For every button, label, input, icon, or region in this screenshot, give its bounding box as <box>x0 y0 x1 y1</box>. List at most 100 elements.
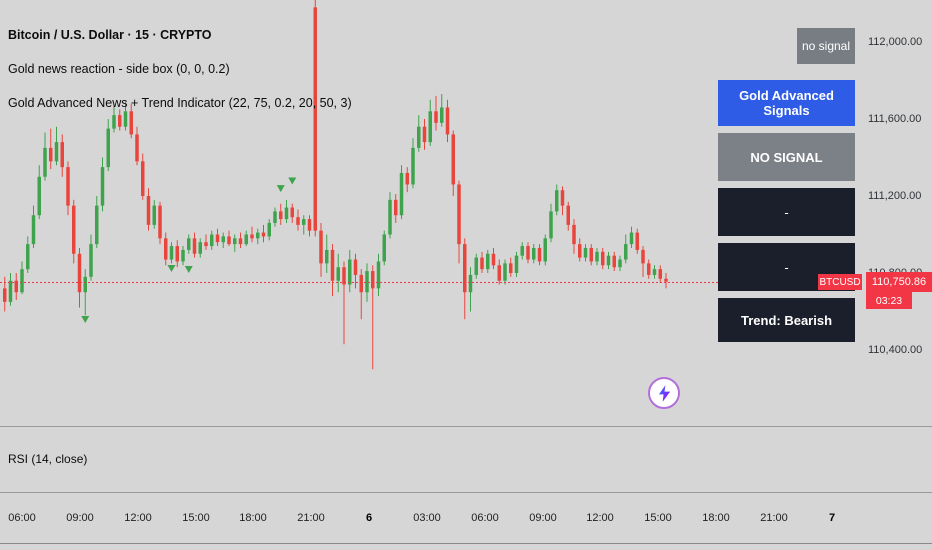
candle-body <box>618 259 622 268</box>
candle-body <box>474 257 478 275</box>
candle-body <box>359 274 363 293</box>
candle-body <box>106 128 110 168</box>
time-axis-label: 7 <box>828 512 836 524</box>
rsi-pane-label[interactable]: RSI (14, close) <box>8 452 88 466</box>
candle-body <box>83 276 87 293</box>
bottom-border <box>0 543 932 544</box>
candle-body <box>532 247 536 260</box>
candle-body <box>158 205 162 239</box>
candle-body <box>152 205 156 225</box>
candle-body <box>146 196 151 225</box>
candle-body <box>192 238 197 254</box>
candle-body <box>31 215 36 245</box>
candle-body <box>463 244 467 293</box>
price-axis-label: 111,200.00 <box>868 190 922 202</box>
indicator-legend-advanced-news-trend[interactable]: Gold Advanced News + Trend Indicator (22… <box>8 96 352 110</box>
pane-divider[interactable] <box>0 426 932 427</box>
time-axis-label: 12:00 <box>586 512 614 524</box>
candle-body <box>606 255 611 266</box>
candle-body <box>480 257 484 270</box>
candle-body <box>302 219 306 225</box>
candle-body <box>520 246 524 256</box>
candle-body <box>164 238 168 260</box>
candle-body <box>187 238 191 250</box>
candle-body <box>181 249 185 262</box>
candle-body <box>261 232 266 237</box>
candle-body <box>572 224 576 245</box>
candle-body <box>382 234 386 262</box>
candle-body <box>43 147 47 177</box>
candle-body <box>60 142 64 168</box>
candle-body <box>560 190 565 206</box>
candle-body <box>336 267 340 281</box>
last-price-tag: 110,750.86 <box>866 272 932 293</box>
candle-body <box>543 238 547 262</box>
chart-canvas[interactable] <box>0 0 862 426</box>
candle-body <box>394 199 398 216</box>
event-lightning-icon[interactable] <box>648 377 680 409</box>
candle-body <box>8 280 13 302</box>
signal-marker-icon <box>184 266 193 273</box>
candle-body <box>422 126 427 143</box>
candle-body <box>135 134 139 162</box>
candle-body <box>509 263 513 273</box>
candle-body <box>549 211 553 239</box>
candle-body <box>118 115 122 127</box>
price-axis-label: 112,000.00 <box>868 36 923 48</box>
price-axis-label: 111,600.00 <box>868 113 922 125</box>
candle-body <box>342 267 346 285</box>
candle-body <box>652 269 657 275</box>
price-axis-label: 110,400.00 <box>868 344 923 356</box>
candle-body <box>256 232 260 239</box>
candle-body <box>20 269 24 293</box>
candle-body <box>210 234 214 247</box>
candle-body <box>399 172 404 216</box>
candle-body <box>353 259 358 275</box>
candle-body <box>365 271 369 293</box>
candle-body <box>583 247 588 258</box>
candle-body <box>141 161 145 196</box>
candle-body <box>89 244 93 277</box>
candle-body <box>566 205 570 225</box>
candle-body <box>647 263 651 275</box>
candle-body <box>601 251 605 266</box>
candle-body <box>434 111 438 123</box>
candle-body <box>100 167 105 206</box>
candle-body <box>279 211 283 220</box>
candle-body <box>169 246 174 260</box>
candle-body <box>14 280 18 293</box>
time-axis-label: 03:00 <box>413 512 441 524</box>
candle-body <box>198 242 202 254</box>
time-axis-label: 6 <box>365 512 373 524</box>
candle-body <box>497 265 501 281</box>
signal-panel-title: Gold Advanced Signals <box>718 80 855 126</box>
signal-marker-icon <box>81 316 90 324</box>
time-axis-label: 09:00 <box>66 512 94 524</box>
indicator-legend-news-reaction[interactable]: Gold news reaction - side box (0, 0, 0.2… <box>8 62 230 76</box>
candle-body <box>238 238 243 245</box>
time-axis-label: 18:00 <box>702 512 730 524</box>
pane-divider-lower[interactable] <box>0 492 932 493</box>
candle-body <box>451 134 455 185</box>
candle-body <box>267 222 271 237</box>
candle-body <box>325 249 329 264</box>
signal-marker-icon <box>167 265 176 273</box>
signal-panel-row-1: - <box>718 188 855 236</box>
time-axis-label: 09:00 <box>529 512 557 524</box>
candle-body <box>215 234 220 243</box>
candle-body <box>664 278 668 282</box>
candle-body <box>388 199 392 235</box>
candle-body <box>595 251 599 262</box>
candle-body <box>54 142 59 162</box>
candle-body <box>624 244 628 260</box>
candle-body <box>411 147 415 185</box>
candle-body <box>204 242 208 247</box>
signal-marker-icon <box>276 185 285 193</box>
candle-body <box>175 246 179 262</box>
candle-body <box>371 271 375 289</box>
candle-body <box>123 111 128 127</box>
symbol-legend[interactable]: Bitcoin / U.S. Dollar · 15 · CRYPTO <box>8 28 212 42</box>
time-axis-label: 15:00 <box>644 512 672 524</box>
candle-body <box>348 259 352 285</box>
bar-countdown-tag: 03:23 <box>866 292 912 310</box>
